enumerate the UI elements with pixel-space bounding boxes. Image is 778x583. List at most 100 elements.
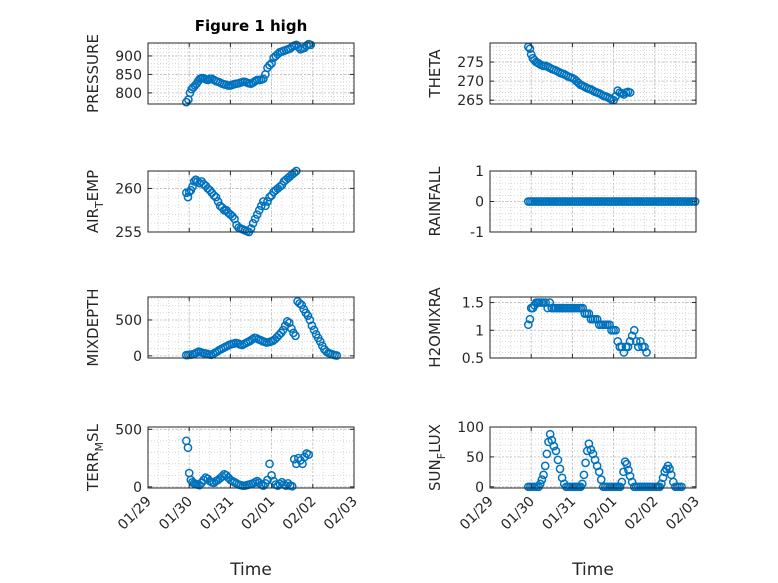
y-tick-label: 900 [115,49,142,65]
data-point [623,342,633,352]
data-point [265,60,274,70]
data-point [579,470,589,480]
data-point [315,337,325,346]
axes-box [147,426,355,489]
data-point [294,453,303,463]
data-point [545,298,555,307]
data-point [539,470,548,480]
data-point [525,314,535,324]
data-point [195,480,204,490]
data-point [282,317,292,326]
data-point [259,197,268,206]
data-point [295,299,304,308]
data-point [665,464,674,474]
subplot-air: 255 260 AIRTEMP [84,166,355,241]
axes-box [489,42,697,105]
data-point [261,201,270,211]
data-point [625,337,635,346]
data-point [613,337,623,346]
axes-box [147,170,355,233]
data-point [633,342,643,352]
data-point [291,331,300,341]
data-point [543,303,553,313]
y-axis-label: SUNFLUX [426,424,448,491]
data-point [183,443,193,453]
y-tick-label: 1.5 [462,296,484,312]
subplot-pressure: 800 850 900 PRESSURE Figure 1 high [84,17,355,113]
data-point [578,303,588,313]
y-axis-label: MIXDEPTH [84,288,102,366]
y-axis-label: PRESSURE [84,34,102,113]
data-point [617,342,627,352]
y-tick-label: 275 [457,55,484,71]
data-point [297,300,307,310]
data-point [541,298,550,307]
data-point [304,450,314,459]
data-point [619,467,628,477]
y-tick-label: 800 [115,86,142,102]
data-point [284,318,294,328]
axes-box [147,296,355,359]
data-point [265,459,274,469]
data-point [289,454,299,464]
data-point [278,325,288,335]
y-axis-label: AIRTEMP [84,170,106,233]
data-point [203,75,213,85]
y-tick-label: 50 [466,450,484,466]
data-point [542,449,552,459]
y-tick-label: 0 [475,480,484,496]
y-tick-label: 100 [457,420,484,436]
chart-title: Figure 1 high [195,17,308,35]
axes-box [147,42,355,105]
y-axis-label: THETA [426,49,444,99]
axes-box [489,426,697,489]
data-point [250,214,260,224]
data-point [619,348,629,357]
data-point [252,210,262,219]
data-point [627,331,637,341]
data-point [217,472,227,481]
x-axis-label: Time [229,560,272,580]
data-point [267,58,276,68]
data-point [617,477,627,487]
data-point [307,321,317,331]
data-point [306,40,316,50]
data-point [540,461,550,471]
y-tick-label: 0 [475,195,484,211]
x-axis-label: Time [571,560,614,580]
data-point [636,337,645,346]
data-point [605,320,614,330]
subplot-rainfall: -1 0 1 RAINFALL [426,164,700,241]
data-point [199,475,208,485]
y-tick-label: 850 [115,67,142,83]
y-axis-label: TERRMSL [84,423,106,492]
data-point [581,458,590,468]
data-point [545,429,555,439]
data-point [577,479,587,489]
data-point [640,342,649,352]
y-tick-label: 1 [475,164,484,180]
data-point [289,168,299,178]
data-point [254,205,264,215]
data-point [658,473,668,483]
data-point [302,41,311,50]
subplot-mixdepth: 0 500 MIXDEPTH [84,288,355,367]
data-point [303,311,313,321]
data-point [305,315,315,325]
data-point [525,44,535,54]
data-point [622,459,632,469]
y-tick-label: 500 [115,422,142,438]
y-axis-label: RAINFALL [426,166,444,237]
data-point [555,464,565,474]
data-point [287,481,297,491]
y-tick-label: 0 [133,349,142,365]
data-point [631,337,641,346]
data-point [624,465,633,475]
data-point [642,348,651,357]
y-tick-label: 265 [457,93,484,109]
data-point [615,482,625,492]
y-tick-label: 0 [133,480,142,496]
data-point [523,320,533,330]
data-point [592,314,602,324]
